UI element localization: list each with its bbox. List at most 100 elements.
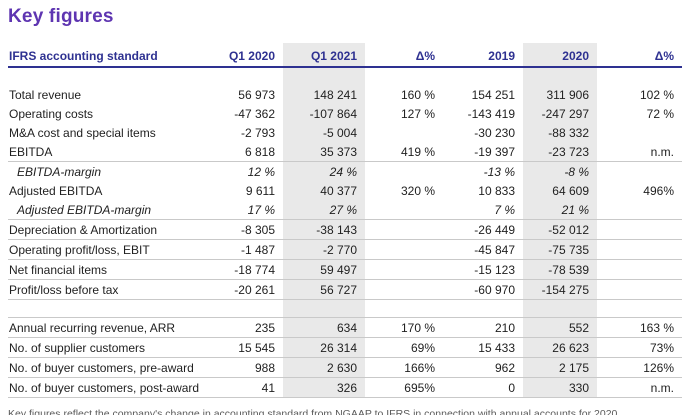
cell-value: -75 735 xyxy=(523,239,597,260)
cell-value: 64 609 xyxy=(523,181,597,200)
footnote-accounting-standard: Key figures reflect the company's change… xyxy=(8,408,621,415)
cell-value: 2 630 xyxy=(283,357,365,378)
row-label: EBITDA xyxy=(8,142,218,162)
table-row: Adjusted EBITDA-margin 17 % 27 % 7 % 21 % xyxy=(8,200,682,220)
table-row: Operating costs -47 362 -107 864 127 % -143 … xyxy=(8,104,682,123)
cell-value: 326 xyxy=(283,377,365,398)
spacer-cell xyxy=(365,67,443,85)
cell-value xyxy=(365,279,443,300)
cell-value xyxy=(597,239,682,260)
cell-value: -78 539 xyxy=(523,259,597,280)
row-label: No. of supplier customers xyxy=(8,337,218,358)
cell-value: -154 275 xyxy=(523,279,597,300)
cell-value: 0 xyxy=(443,377,523,398)
page-title: Key figures xyxy=(8,6,114,27)
cell-value: 634 xyxy=(283,317,365,338)
column-header-2019: 2019 xyxy=(443,43,523,68)
cell-value: -247 297 xyxy=(523,104,597,123)
cell-value xyxy=(597,200,682,220)
table-row: M&A cost and special items -2 793 -5 004 -3… xyxy=(8,123,682,142)
cell-value: -47 362 xyxy=(234,106,275,121)
cell-value: 41 xyxy=(218,377,283,398)
cell-value: -2 793 xyxy=(240,125,275,140)
spacer-cell xyxy=(597,299,682,318)
cell-value: 163 % xyxy=(597,317,682,338)
cell-value xyxy=(365,123,443,142)
column-header-delta-q1: Δ% xyxy=(365,43,443,68)
spacer-cell xyxy=(218,299,283,318)
row-label: M&A cost and special items xyxy=(9,125,156,140)
column-header-ifrs-standard: IFRS accounting standard xyxy=(8,43,218,68)
spacer-cell xyxy=(523,299,597,318)
cell-value: 210 xyxy=(443,317,523,338)
table-row: EBITDA-margin 12 % 24 % -13 % -8 % xyxy=(8,161,682,182)
cell-value: 21 % xyxy=(523,200,597,220)
row-label: Adjusted EBITDA xyxy=(9,183,103,198)
cell-value: n.m. xyxy=(597,142,682,162)
row-label: Depreciation & Amortization xyxy=(8,219,218,240)
cell-value: 170 % xyxy=(365,317,443,338)
cell-value: -60 970 xyxy=(443,279,523,300)
cell-value: 72 % xyxy=(646,106,674,121)
spacer-cell xyxy=(443,299,523,318)
cell-value xyxy=(365,239,443,260)
cell-value xyxy=(365,219,443,240)
cell-value: 73% xyxy=(597,337,682,358)
cell-value: -18 774 xyxy=(218,259,283,280)
cell-value: -23 723 xyxy=(523,142,597,162)
spacer-row xyxy=(8,299,682,318)
cell-value: 69% xyxy=(365,337,443,358)
table-row: No. of supplier customers 15 545 26 314 69%… xyxy=(8,337,682,358)
cell-value: 166% xyxy=(365,357,443,378)
cell-value: 26 623 xyxy=(523,337,597,358)
cell-value xyxy=(365,162,443,182)
column-header-delta-fy: Δ% xyxy=(597,43,682,68)
spacer-cell xyxy=(8,67,218,85)
key-figures-table: IFRS accounting standard Q1 2020 Q1 2021… xyxy=(8,43,682,398)
row-label: Annual recurring revenue, ARR xyxy=(8,317,218,338)
row-label: No. of buyer customers, pre-award xyxy=(8,357,218,378)
cell-value: 311 906 xyxy=(523,85,597,104)
spacer-cell xyxy=(523,67,597,85)
table-row: No. of buyer customers, pre-award 988 2 63… xyxy=(8,357,682,378)
table-header-row: IFRS accounting standard Q1 2020 Q1 2021… xyxy=(8,43,682,68)
row-label: Operating profit/loss, EBIT xyxy=(8,239,218,260)
cell-value: 962 xyxy=(443,357,523,378)
table-row: No. of buyer customers, post-award 41 326 6… xyxy=(8,377,682,398)
cell-value: 17 % xyxy=(218,200,283,220)
row-label: Adjusted EBITDA-margin xyxy=(8,200,218,220)
cell-value: 154 251 xyxy=(471,87,515,102)
row-label: Total revenue xyxy=(9,87,82,102)
row-label: EBITDA-margin xyxy=(17,164,102,179)
cell-value: -38 143 xyxy=(283,219,365,240)
cell-value xyxy=(597,162,682,182)
row-label: Profit/loss before tax xyxy=(8,279,218,300)
row-label: Net financial items xyxy=(8,259,218,280)
cell-value: 35 373 xyxy=(283,142,365,162)
cell-value xyxy=(365,200,443,220)
cell-value: -13 % xyxy=(483,164,515,179)
table-row: Adjusted EBITDA 9 611 40 377 320 % 10 833 64 … xyxy=(8,181,682,200)
cell-value: 496% xyxy=(643,183,674,198)
spacer-cell xyxy=(283,67,365,85)
cell-value xyxy=(597,259,682,280)
cell-value: 7 % xyxy=(443,200,523,220)
cell-value: 235 xyxy=(218,317,283,338)
spacer-cell xyxy=(443,67,523,85)
cell-value: 148 241 xyxy=(283,85,365,104)
cell-value xyxy=(597,123,682,142)
row-label: Operating costs xyxy=(9,106,94,121)
cell-value: 102 % xyxy=(639,87,674,102)
cell-value: 56 727 xyxy=(283,279,365,300)
cell-value: 12 % xyxy=(247,164,275,179)
cell-value: 24 % xyxy=(283,161,365,181)
cell-value: -1 487 xyxy=(218,239,283,260)
cell-value: 27 % xyxy=(283,200,365,220)
table-row: Operating profit/loss, EBIT -1 487 -2 770 -… xyxy=(8,239,682,260)
table-row: Profit/loss before tax -20 261 56 727 -60 9… xyxy=(8,279,682,300)
cell-value: 695% xyxy=(365,377,443,398)
cell-value: 127 % xyxy=(400,106,435,121)
cell-value: 15 433 xyxy=(443,337,523,358)
cell-value: -8 305 xyxy=(218,219,283,240)
